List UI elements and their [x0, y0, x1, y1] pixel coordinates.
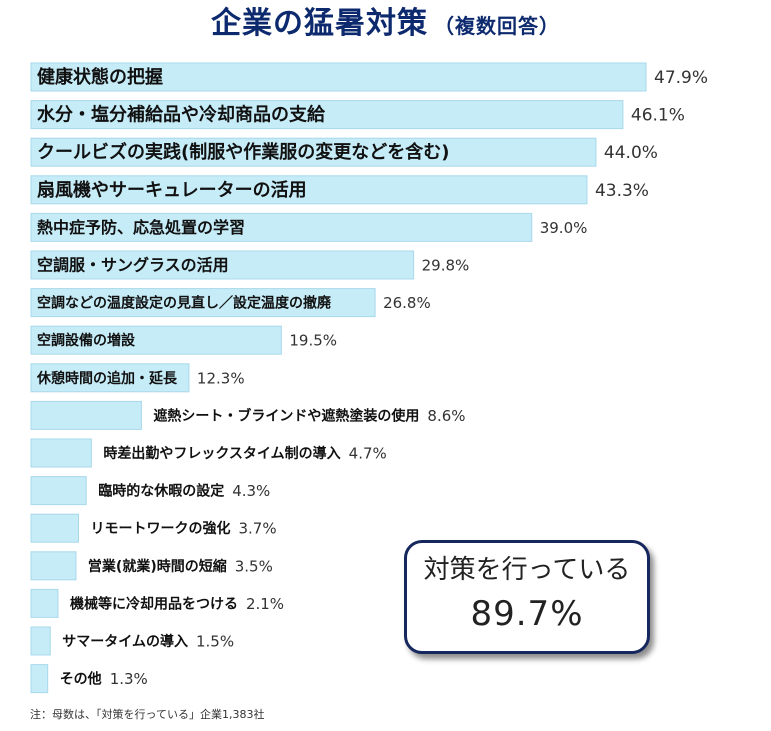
bar-row: 時差出勤やフレックスタイム制の導入 4.7% [30, 438, 387, 468]
value-label: 29.8% [422, 257, 470, 275]
category-label: 休憩時間の追加・延長 [36, 370, 178, 387]
value-label: 8.6% [427, 407, 465, 425]
summary-callout-value: 89.7% [470, 594, 584, 634]
bar-row: サマータイムの導入 1.5% [30, 626, 234, 656]
value-label: 46.1% [631, 106, 685, 126]
footnote: 注：母数は、「対策を行っている」企業1,383社 [30, 708, 265, 721]
category-label: 空調設備の増設 [37, 332, 136, 349]
value-label: 12.3% [197, 369, 245, 387]
category-label: 空調などの温度設定の見直し／設定温度の撤廃 [37, 295, 332, 312]
bar [30, 400, 142, 430]
bar-row: その他 1.3% [30, 664, 148, 694]
category-label: 空調服・サングラスの活用 [37, 256, 229, 275]
value-label: 3.7% [239, 520, 277, 538]
bar [30, 476, 87, 506]
bar-row: 遮熱シート・ブラインドや遮熱塗装の使用 8.6% [30, 400, 466, 430]
bar-row: 機械等に冷却用品をつける 2.1% [30, 588, 284, 618]
bar [30, 513, 80, 543]
bar-row: 空調などの温度設定の見直し／設定温度の撤廃 26.8% [30, 288, 431, 318]
bar-row: 空調設備の増設 19.5% [30, 325, 337, 355]
bar [30, 175, 588, 205]
value-label: 43.3% [595, 181, 649, 201]
chart-title: 企業の猛暑対策 （複数回答） [0, 4, 771, 46]
category-label: クールビズの実践(制服や作業服の変更などを含む) [37, 141, 449, 163]
category-label: サマータイムの導入 [62, 633, 188, 650]
bar-row: 営業(就業)時間の短縮 3.5% [30, 551, 273, 581]
value-label: 4.7% [349, 445, 387, 463]
value-label: 2.1% [246, 595, 284, 613]
bar [30, 438, 92, 468]
value-label: 19.5% [289, 332, 337, 350]
value-label: 47.9% [654, 68, 708, 88]
value-label: 44.0% [604, 143, 658, 163]
value-label: 4.3% [232, 482, 270, 500]
bar [30, 664, 49, 694]
category-label: 臨時的な休暇の設定 [98, 483, 224, 500]
category-label: 熱中症予防、応急処置の学習 [37, 218, 245, 237]
bar-row: 空調服・サングラスの活用 29.8% [30, 250, 470, 280]
bar [30, 325, 282, 355]
bar-row: 扇風機やサーキュレーターの活用 43.3% [30, 175, 649, 205]
category-label: リモートワークの強化 [91, 520, 231, 537]
category-label: 時差出勤やフレックスタイム制の導入 [103, 445, 340, 462]
value-label: 1.3% [110, 670, 148, 688]
category-label: 健康状態の把握 [37, 66, 163, 88]
bar-row: リモートワークの強化 3.7% [30, 513, 277, 543]
value-label: 3.5% [235, 557, 273, 575]
chart-title-main: 企業の猛暑対策 [211, 6, 428, 41]
category-label: 遮熱シート・ブラインドや遮熱塗装の使用 [153, 407, 419, 424]
category-label: その他 [60, 671, 102, 688]
summary-callout-label: 対策を行っている [423, 555, 631, 585]
category-label: 機械等に冷却用品をつける [70, 595, 238, 612]
value-label: 1.5% [196, 633, 234, 651]
bar [30, 137, 597, 167]
bar [30, 363, 190, 393]
bar [30, 626, 51, 656]
bar [30, 551, 77, 581]
bar-row: 熱中症予防、応急処置の学習 39.0% [30, 212, 588, 242]
value-label: 26.8% [383, 294, 431, 312]
bar [30, 100, 624, 130]
bar [30, 250, 415, 280]
bar-row: 臨時的な休暇の設定 4.3% [30, 476, 270, 506]
bar [30, 288, 376, 318]
bar-row: 健康状態の把握 47.9% [30, 62, 708, 92]
bar-row: クールビズの実践(制服や作業服の変更などを含む) 44.0% [30, 137, 658, 167]
category-label: 営業(就業)時間の短縮 [88, 558, 227, 575]
category-label: 扇風機やサーキュレーターの活用 [37, 179, 307, 201]
bar [30, 588, 59, 618]
bar-row: 水分・塩分補給品や冷却商品の支給 46.1% [30, 100, 685, 130]
summary-callout: 対策を行っている 89.7% [404, 540, 650, 654]
category-label: 水分・塩分補給品や冷却商品の支給 [37, 104, 326, 126]
bar [30, 212, 533, 242]
bar-row: 休憩時間の追加・延長 12.3% [30, 363, 245, 393]
value-label: 39.0% [540, 219, 588, 237]
chart-title-subtitle: （複数回答） [434, 14, 560, 38]
bar [30, 62, 647, 92]
